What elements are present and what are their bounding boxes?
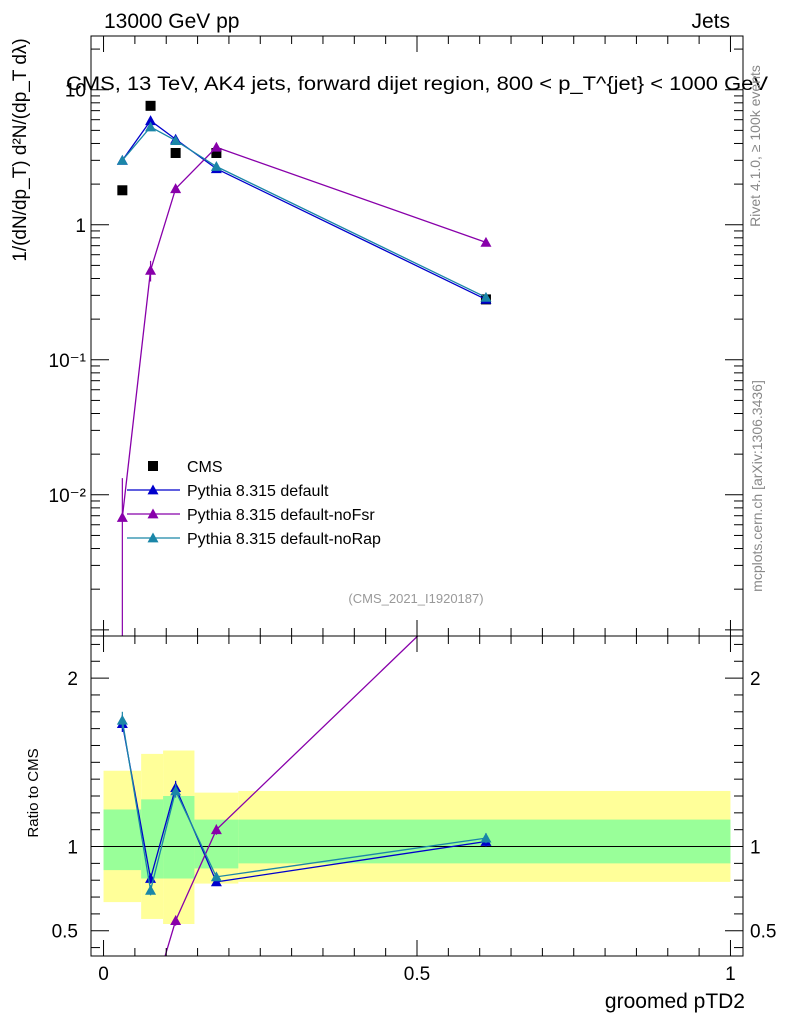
ratio-panel-marks — [116, 565, 492, 1019]
data-point-cms — [170, 147, 181, 158]
ratio-y-axis-label: Ratio to CMS — [25, 748, 42, 837]
ratio-point-pythia-8-315-default-nofsr — [210, 824, 222, 835]
ratio-point-pythia-8-315-default-norap — [480, 832, 492, 843]
series-line-pythia-8-315-default-nofsr — [121, 146, 487, 518]
x-tick-label: 0.5 — [404, 964, 430, 985]
data-point-pythia-8-315-default-norap — [170, 135, 182, 146]
main-panel-ticks: 10⁻² 10⁻¹ 1 10 — [49, 36, 743, 637]
data-point-pythia-8-315-default-nofsr — [170, 183, 182, 194]
main-y-axis-label: 1/(dN/dp_T) d²N/(dp_T dλ) — [10, 38, 31, 262]
legend-marker-pythia-8-315-default — [147, 484, 159, 495]
legend: CMS Pythia 8.315 default Pythia 8.315 defa… — [127, 459, 381, 548]
y-tick-label-ratio-left: 2 — [67, 669, 78, 690]
watermark-text: (CMS_2021_I1920187) — [348, 591, 483, 606]
mcplots-label: mcplots.cern.ch [arXiv:1306.3436] — [749, 380, 765, 592]
ratio-point-pythia-8-315-default-norap — [145, 884, 157, 895]
data-point-pythia-8-315-default-nofsr — [145, 264, 157, 275]
legend-marker-pythia-8-315-default-norap — [147, 532, 159, 543]
x-tick-label: 0 — [98, 964, 109, 985]
header-right-title: Jets — [691, 10, 730, 33]
legend-label-pythia-8-315-default: Pythia 8.315 default — [187, 483, 329, 500]
y-tick-label-main: 10⁻¹ — [49, 351, 87, 372]
ratio-uncertainty-bands — [91, 750, 743, 924]
data-point-pythia-8-315-default-norap — [210, 161, 222, 171]
band-green — [103, 809, 142, 871]
x-axis-label: groomed pTD2 — [605, 990, 745, 1013]
y-tick-label-main: 10⁻² — [49, 486, 87, 507]
data-point-pythia-8-315-default-norap — [480, 291, 492, 302]
data-point-pythia-8-315-default — [145, 115, 157, 126]
legend-marker-pythia-8-315-default-nofsr — [147, 508, 159, 519]
ratio-point-pythia-8-315-default-norap — [116, 714, 128, 725]
data-point-cms — [211, 147, 222, 158]
y-tick-label-ratio-left: 0.5 — [52, 922, 78, 943]
band-green — [141, 799, 164, 879]
ratio-point-pythia-8-315-default-nofsr — [480, 565, 491, 575]
series-line-pythia-8-315-default — [121, 119, 487, 300]
y-tick-label-main: 1 — [75, 216, 86, 237]
legend-label-cms: CMS — [187, 459, 223, 476]
x-tick-label: 1 — [725, 964, 736, 985]
legend-label-pythia-8-315-default-nofsr: Pythia 8.315 default-noFsr — [187, 507, 375, 524]
main-title: CMS, 13 TeV, AK4 jets, forward dijet reg… — [66, 73, 768, 95]
y-tick-label-ratio-right: 0.5 — [750, 922, 776, 943]
rivet-version-label: Rivet 4.1.0, ≥ 100k events — [747, 65, 763, 227]
ratio-panel-ticks: 0.5 0.5 1 1 2 2 0 0.5 1 — [52, 636, 776, 985]
main-panel-marks — [116, 100, 492, 636]
y-tick-label-ratio-left: 1 — [67, 838, 78, 859]
data-point-pythia-8-315-default-norap — [145, 121, 157, 132]
ratio-point-pythia-8-315-default-norap — [170, 785, 182, 796]
data-point-pythia-8-315-default-nofsr — [480, 236, 492, 247]
y-tick-label-ratio-right: 1 — [750, 838, 761, 859]
y-tick-label-ratio-right: 2 — [750, 669, 761, 690]
legend-marker-cms — [148, 461, 158, 471]
ratio-point-pythia-8-315-default-norap — [210, 871, 222, 882]
data-point-cms — [145, 100, 156, 111]
y-tick-label-main: 10 — [65, 81, 86, 102]
data-point-pythia-8-315-default-nofsr — [210, 141, 222, 152]
ratio-point-pythia-8-315-default-nofsr — [145, 999, 156, 1009]
ratio-point-pythia-8-315-default-nofsr — [170, 915, 182, 926]
band-green — [163, 796, 195, 879]
data-point-cms — [117, 185, 128, 196]
header-left-title: 13000 GeV pp — [104, 10, 239, 33]
legend-label-pythia-8-315-default-norap: Pythia 8.315 default-noRap — [187, 531, 381, 548]
data-point-pythia-8-315-default-norap — [116, 154, 128, 165]
data-point-pythia-8-315-default-nofsr — [116, 511, 128, 522]
ratio-point-pythia-8-315-default-nofsr — [117, 1009, 128, 1019]
ratio-point-pythia-8-315-default — [210, 876, 222, 887]
